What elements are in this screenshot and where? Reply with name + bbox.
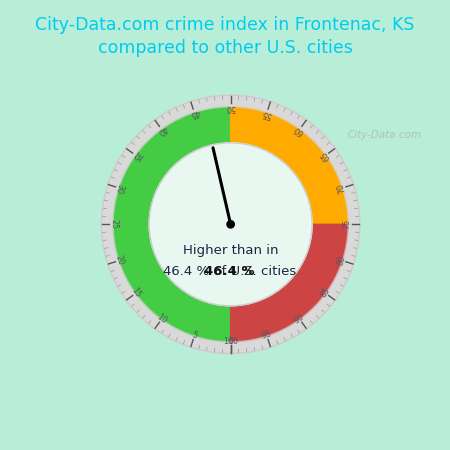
Text: 55: 55	[261, 108, 273, 119]
Text: 95: 95	[261, 329, 273, 341]
Text: 65: 65	[319, 149, 332, 162]
Text: Higher than in: Higher than in	[183, 244, 279, 257]
Text: 85: 85	[319, 286, 332, 300]
Polygon shape	[113, 107, 230, 342]
Text: 35: 35	[130, 149, 143, 162]
Text: 60: 60	[292, 123, 306, 136]
Text: 46.4 % of U.S. cities: 46.4 % of U.S. cities	[162, 265, 296, 278]
Text: 75: 75	[343, 219, 352, 230]
Circle shape	[227, 220, 234, 228]
Text: 50: 50	[225, 103, 236, 112]
Text: 70: 70	[336, 182, 347, 194]
Circle shape	[149, 143, 312, 306]
Text: 10: 10	[155, 312, 169, 325]
Text: 0: 0	[228, 337, 233, 346]
Text: 15: 15	[130, 286, 143, 300]
Circle shape	[101, 95, 360, 354]
Text: 46.4 %: 46.4 %	[204, 265, 254, 278]
Text: 80: 80	[336, 254, 347, 266]
Text: City-Data.com: City-Data.com	[347, 130, 421, 140]
Text: 100: 100	[223, 337, 238, 346]
Text: 25: 25	[109, 219, 118, 230]
Text: 30: 30	[114, 182, 126, 194]
Text: 5: 5	[191, 330, 198, 340]
Text: 90: 90	[292, 312, 306, 325]
Text: 45: 45	[189, 108, 201, 119]
Polygon shape	[101, 95, 360, 354]
Text: City-Data.com crime index in Frontenac, KS
compared to other U.S. cities: City-Data.com crime index in Frontenac, …	[35, 16, 415, 57]
Polygon shape	[231, 224, 348, 342]
Text: 40: 40	[155, 123, 169, 136]
Polygon shape	[230, 107, 348, 224]
Text: 20: 20	[114, 254, 126, 266]
